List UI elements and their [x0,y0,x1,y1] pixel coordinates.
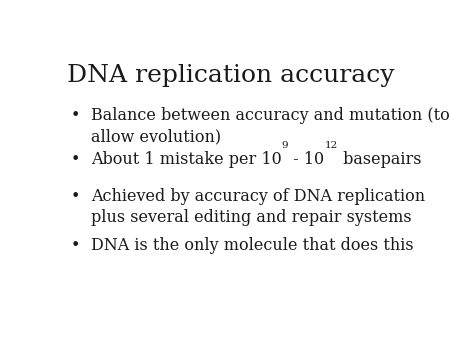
Text: •: • [71,151,80,168]
Text: •: • [71,188,80,204]
Text: DNA is the only molecule that does this: DNA is the only molecule that does this [91,237,414,254]
Text: 9: 9 [282,141,288,150]
Text: Balance between accuracy and mutation (to
allow evolution): Balance between accuracy and mutation (t… [91,107,450,145]
Text: DNA replication accuracy: DNA replication accuracy [67,64,394,87]
Text: 12: 12 [324,141,338,150]
Text: Achieved by accuracy of DNA replication
plus several editing and repair systems: Achieved by accuracy of DNA replication … [91,188,425,226]
Text: •: • [71,107,80,124]
Text: •: • [71,237,80,254]
Text: - 10: - 10 [288,151,324,168]
Text: basepairs: basepairs [338,151,421,168]
Text: About 1 mistake per 10: About 1 mistake per 10 [91,151,282,168]
